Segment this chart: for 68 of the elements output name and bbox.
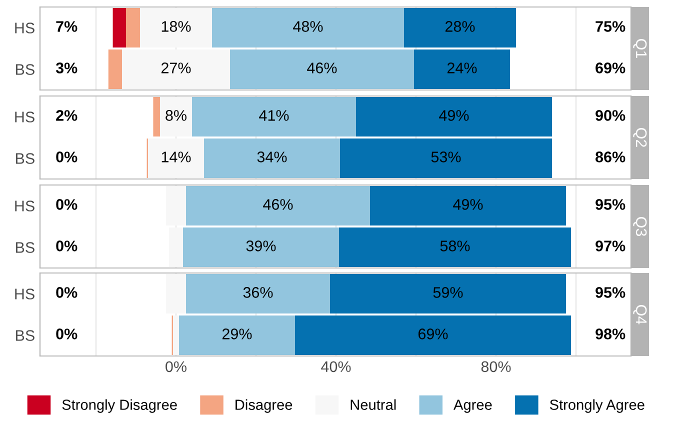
bar [404, 8, 516, 48]
data-label: 29% [222, 328, 252, 340]
text: Q3 [633, 217, 647, 236]
bar [370, 186, 566, 226]
annotation: 95% [596, 199, 626, 210]
data-label: 24% [447, 62, 477, 74]
annotation: 0% [56, 152, 78, 162]
bar [153, 97, 160, 136]
legend-label: Agree [454, 400, 492, 413]
annotation: 69% [596, 62, 626, 74]
y-tick-label: HS [15, 112, 34, 122]
bar [330, 274, 566, 314]
y-tick-label: BS [16, 242, 34, 253]
text: Q2 [633, 128, 647, 147]
bar [126, 8, 140, 48]
data-label: 69% [418, 328, 448, 340]
data-label: 49% [453, 199, 483, 210]
bar [356, 97, 552, 136]
data-label: 41% [259, 110, 289, 121]
annotation: 90% [596, 110, 626, 121]
data-label: 27% [161, 62, 191, 74]
bar [339, 228, 571, 267]
data-label: 53% [431, 152, 461, 162]
annotation: 95% [596, 287, 626, 298]
y-tick-label: HS [15, 288, 34, 300]
y-tick-label: HS [15, 22, 34, 34]
x-tick-label: 40% [321, 361, 351, 372]
legend-label: Neutral [350, 399, 396, 410]
annotation: 2% [56, 110, 78, 121]
data-label: 39% [246, 240, 276, 252]
data-label: 14% [162, 152, 191, 162]
bar [112, 8, 126, 48]
annotation: 97% [596, 240, 626, 252]
annotation: 98% [596, 328, 626, 340]
data-label: 8% [166, 110, 186, 121]
legend-label: Strongly Agree [550, 399, 644, 413]
bar [340, 138, 552, 178]
data-label: 36% [243, 287, 273, 298]
y-tick-label: BS [16, 64, 34, 75]
y-tick-label: HS [15, 200, 34, 212]
data-label: 59% [433, 287, 463, 298]
data-label: 48% [293, 21, 323, 32]
annotation: 0% [56, 328, 78, 340]
data-label: 46% [307, 62, 337, 74]
legend-label: Disagree [236, 399, 292, 413]
x-tick-label: 80% [481, 361, 511, 372]
data-label: 18% [162, 21, 191, 32]
x-tick-label: 0% [166, 361, 186, 372]
text: Q1 [633, 39, 647, 58]
data-label: 46% [263, 199, 293, 210]
annotation: 3% [56, 62, 78, 74]
y-tick-label: BS [16, 153, 34, 164]
annotation: 7% [56, 21, 78, 32]
legend-label: Strongly Disagree [62, 399, 177, 413]
bar [414, 50, 510, 89]
bar [295, 316, 571, 355]
data-label: 49% [439, 110, 469, 121]
annotation: 0% [56, 199, 78, 210]
annotation: 86% [596, 152, 626, 162]
annotation: 0% [56, 240, 78, 252]
bar [108, 50, 122, 89]
text: Q4 [633, 305, 647, 324]
annotation: 75% [596, 21, 626, 32]
data-label: 34% [257, 152, 287, 162]
annotation: 0% [56, 287, 78, 298]
y-tick-label: BS [16, 330, 34, 341]
data-label: 58% [440, 240, 470, 252]
data-label: 28% [445, 21, 475, 32]
